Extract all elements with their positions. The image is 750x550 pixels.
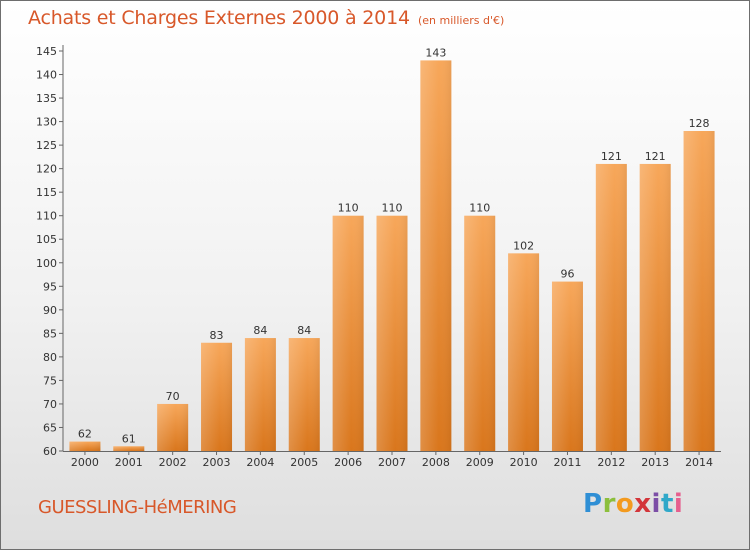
bar-shade-2000 (69, 441, 101, 451)
x-tick-label: 2011 (553, 456, 581, 469)
x-tick-label: 2003 (203, 456, 231, 469)
x-tick-label: 2009 (466, 456, 494, 469)
bars (69, 60, 715, 452)
y-tick-label: 95 (43, 280, 57, 293)
y-tick-label: 90 (43, 304, 57, 317)
data-label: 143 (425, 46, 446, 59)
x-tick-label: 2013 (641, 456, 669, 469)
ticks: 60 65 70 75 80 85 90 95 100 105 110 115 120 125 130 135… (36, 45, 713, 469)
bar-shade-2001 (113, 446, 145, 451)
y-tick-label: 105 (36, 233, 57, 246)
y-tick-label: 75 (43, 374, 57, 387)
y-tick-label: 85 (43, 327, 57, 340)
y-tick-label: 145 (36, 45, 57, 58)
data-labels: 62 61 70 83 84 84 110 110 143 110 102 96 121 121 128 (78, 46, 710, 445)
brand-letter: r (602, 489, 616, 519)
x-tick-label: 2008 (422, 456, 450, 469)
y-tick-label: 80 (43, 351, 57, 364)
data-label: 84 (297, 324, 311, 337)
x-tick-label: 2000 (71, 456, 99, 469)
location-name: GUESSLING-HéMERING (38, 497, 237, 518)
x-tick-label: 2014 (685, 456, 713, 469)
y-tick-label: 130 (36, 116, 57, 129)
brand-logo: Proxiti (583, 489, 683, 519)
bar-shade-2009 (464, 215, 496, 451)
y-tick-label: 140 (36, 69, 57, 82)
data-label: 121 (645, 150, 666, 163)
brand-letter: i (673, 489, 684, 519)
y-tick-label: 110 (36, 210, 57, 223)
brand-letter: P (583, 489, 603, 519)
bar-shade-2003 (201, 342, 233, 451)
bar-shade-2014 (683, 131, 715, 451)
x-tick-label: 2012 (597, 456, 625, 469)
y-tick-label: 120 (36, 163, 57, 176)
y-tick-label: 65 (43, 421, 57, 434)
brand-letter: x (634, 489, 652, 519)
y-tick-label: 125 (36, 139, 57, 152)
data-label: 128 (689, 117, 710, 130)
x-tick-label: 2005 (290, 456, 318, 469)
x-tick-label: 2004 (246, 456, 274, 469)
data-label: 84 (253, 324, 267, 337)
chart-title: Achats et Charges Externes 2000 à 2014 (28, 7, 410, 29)
brand-letter: i (651, 489, 661, 519)
brand-letter: o (615, 489, 635, 519)
x-tick-label: 2010 (510, 456, 538, 469)
data-label: 70 (166, 390, 180, 403)
chart-subtitle: (en milliers d'€) (418, 14, 505, 27)
y-tick-label: 135 (36, 92, 57, 105)
y-tick-label: 60 (43, 445, 57, 458)
data-label: 110 (469, 202, 490, 215)
data-label: 61 (122, 432, 136, 445)
bar-shade-2006 (332, 215, 364, 451)
bar-shade-2010 (508, 253, 540, 451)
data-label: 110 (382, 202, 403, 215)
data-label: 83 (210, 329, 224, 342)
data-label: 62 (78, 428, 92, 441)
bar-shade-2007 (376, 215, 408, 451)
bar-shade-2008 (420, 60, 452, 451)
x-tick-label: 2007 (378, 456, 406, 469)
data-label: 121 (601, 150, 622, 163)
y-tick-label: 100 (36, 257, 57, 270)
bar-shade-2013 (639, 163, 671, 452)
data-label: 96 (560, 268, 574, 281)
y-tick-label: 115 (36, 186, 57, 199)
bar-shade-2004 (244, 338, 276, 451)
x-tick-label: 2006 (334, 456, 362, 469)
data-label: 102 (513, 239, 534, 252)
bar-shade-2011 (551, 281, 583, 451)
x-tick-label: 2002 (159, 456, 187, 469)
bar-shade-2005 (288, 338, 320, 451)
brand-letter: t (660, 489, 674, 519)
bar-shade-2002 (157, 403, 189, 451)
bar-shade-2012 (595, 163, 627, 452)
data-label: 110 (338, 202, 359, 215)
x-tick-label: 2001 (115, 456, 143, 469)
y-tick-label: 70 (43, 398, 57, 411)
